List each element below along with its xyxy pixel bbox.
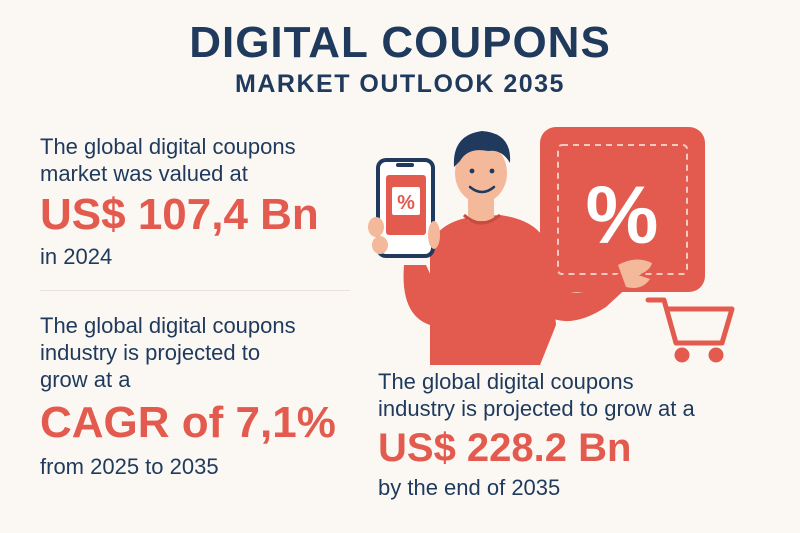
- stat-intro-line: The global digital coupons: [378, 369, 634, 394]
- stat-market-value: The global digital coupons market was va…: [40, 133, 360, 270]
- shopping-cart-icon: [645, 297, 735, 363]
- stat-highlight-value: US$ 228.2 Bn: [378, 426, 632, 470]
- stat-forecast-value: The global digital coupons industry is p…: [378, 368, 798, 501]
- stat-intro-line: grow at a: [40, 367, 131, 392]
- divider: [40, 290, 350, 291]
- page-title: DIGITAL COUPONS: [189, 18, 611, 67]
- page-subtitle: MARKET OUTLOOK 2035: [235, 70, 565, 98]
- stat-highlight-value: US$ 107,4 Bn: [40, 190, 319, 239]
- illustration: % %: [368, 127, 735, 365]
- stat-intro-line: The global digital coupons: [40, 313, 296, 338]
- smartphone-icon: %: [368, 158, 440, 258]
- stat-intro-line: The global digital coupons: [40, 134, 296, 159]
- stat-intro-line: market was valued at: [40, 161, 248, 186]
- coupon-icon: %: [540, 127, 705, 292]
- stat-suffix: in 2024: [40, 244, 113, 269]
- phone-badge: %: [397, 192, 415, 214]
- stat-cagr: The global digital coupons industry is p…: [40, 312, 360, 480]
- stat-intro-line: industry is projected to grow at a: [378, 396, 695, 421]
- stat-suffix: from 2025 to 2035: [40, 454, 219, 479]
- coupon-symbol: %: [586, 170, 659, 261]
- stat-intro-line: industry is projected to: [40, 340, 261, 365]
- stat-highlight-value: CAGR of 7,1%: [40, 398, 336, 447]
- person-icon: [403, 131, 652, 365]
- stat-suffix: by the end of 2035: [378, 475, 561, 500]
